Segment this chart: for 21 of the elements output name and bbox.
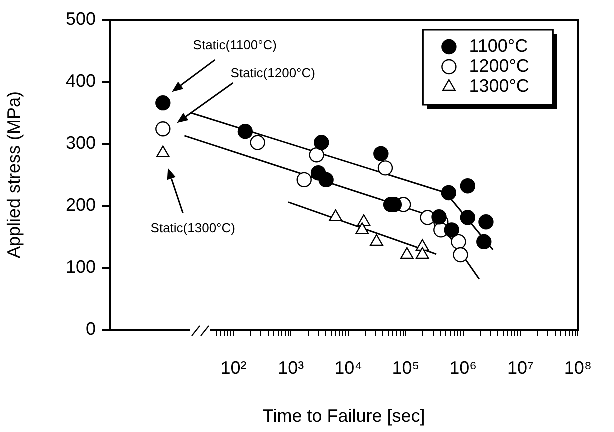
annotation: Static(1200°C) xyxy=(230,66,316,81)
x-tick-label: 10⁸ xyxy=(564,358,592,378)
annotation: Static(1100°C) xyxy=(193,38,277,53)
y-tick-label: 0 xyxy=(86,318,96,339)
y-tick-label: 200 xyxy=(66,194,96,215)
x-tick-label: 10³ xyxy=(278,358,304,378)
legend-label: 1300°C xyxy=(469,76,530,96)
legend-label: 1200°C xyxy=(469,56,530,76)
y-tick-label: 300 xyxy=(66,132,96,153)
x-tick-label: 10⁶ xyxy=(450,358,478,378)
x-tick-label: 10⁵ xyxy=(392,358,420,378)
y-tick-label: 100 xyxy=(66,256,96,277)
y-tick-label: 500 xyxy=(66,8,96,29)
x-tick-label: 10⁴ xyxy=(334,358,362,378)
annotation: Static(1300°C) xyxy=(150,220,236,236)
x-tick-label: 10⁷ xyxy=(508,358,534,378)
x-axis-title: Time to Failure [sec] xyxy=(262,406,426,426)
legend-label: 1100°C xyxy=(469,36,528,56)
y-tick-label: 400 xyxy=(66,70,96,91)
x-tick-label: 10² xyxy=(220,358,247,378)
y-axis-title: Applied stress (MPa) xyxy=(4,91,24,259)
